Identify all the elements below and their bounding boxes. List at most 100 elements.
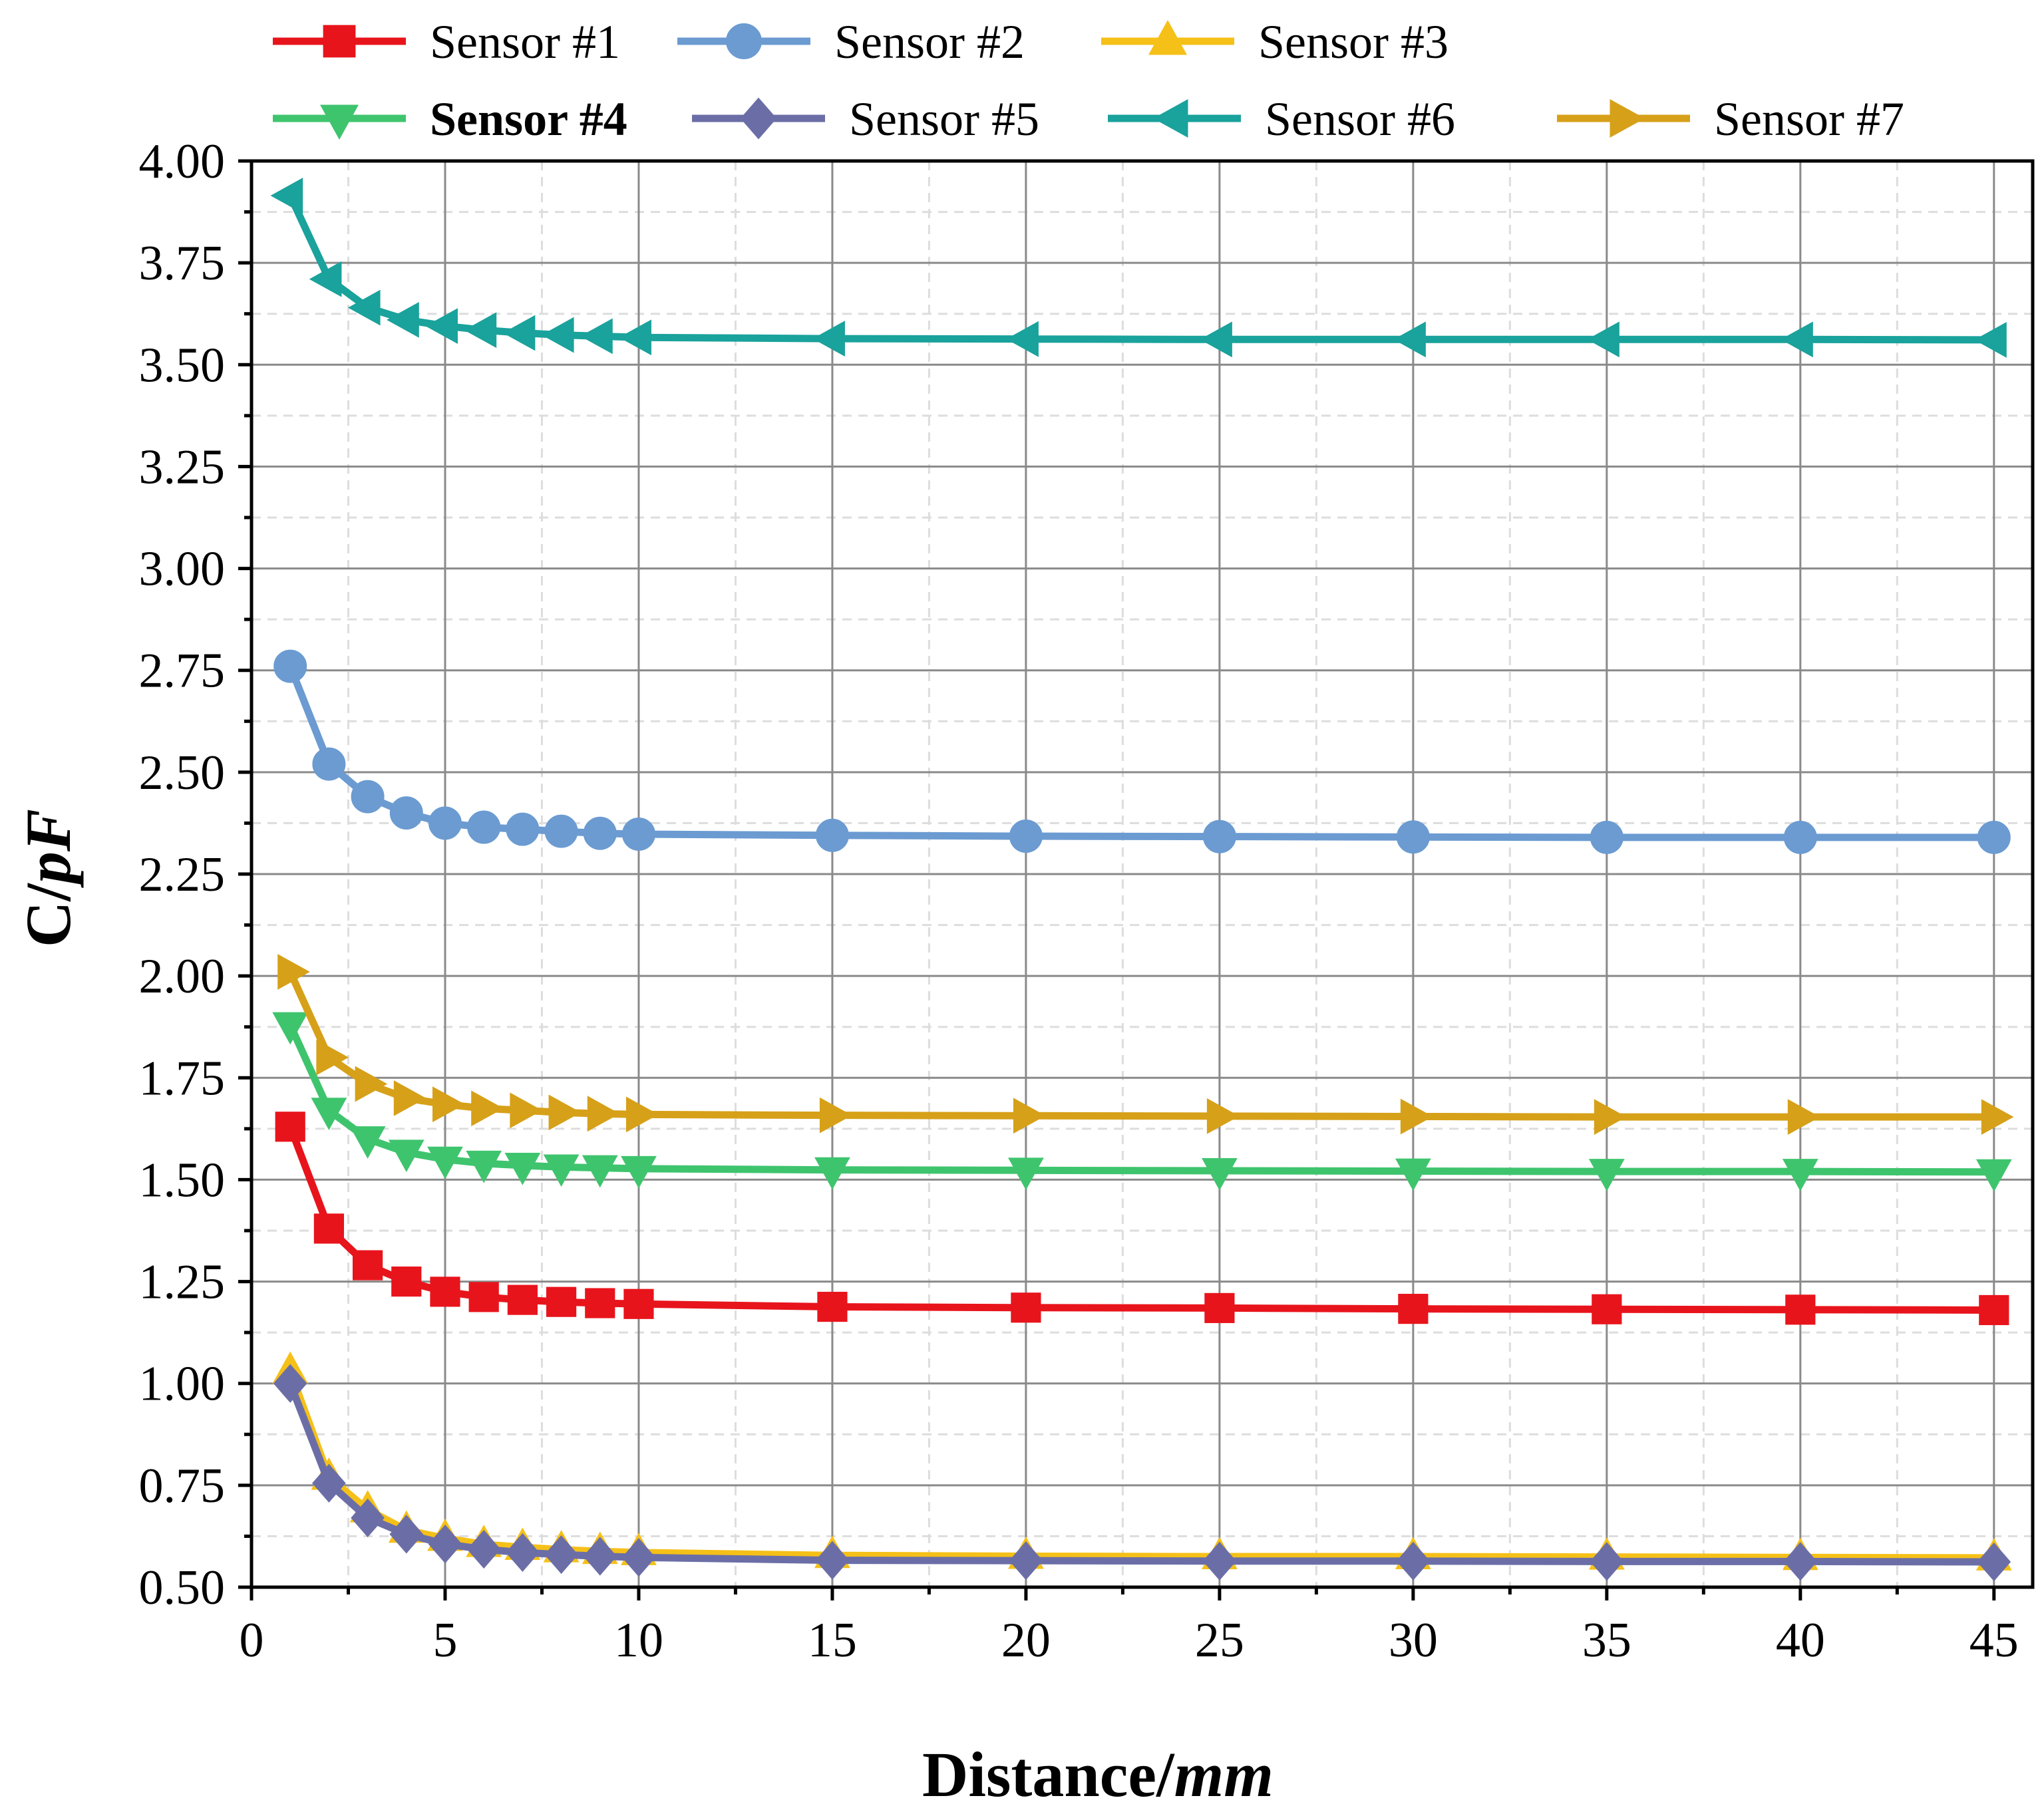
series-sensor-4 [272, 1012, 2012, 1192]
data-point-sensor-2 [389, 796, 423, 830]
data-point-sensor-1 [1979, 1294, 2009, 1326]
tick-marks [238, 159, 1996, 1600]
data-point-sensor-4 [272, 1012, 309, 1045]
legend: Sensor #1 Sensor #2 Sensor #3 Sensor #4 Sens… [273, 15, 1904, 146]
legend-item-sensor-6: Sensor #6 [1108, 92, 1455, 146]
data-point-sensor-7 [1206, 1098, 1240, 1134]
data-point-sensor-6 [1781, 321, 1813, 358]
legend-marker-sensor-2 [726, 23, 762, 59]
data-point-sensor-1 [1398, 1294, 1429, 1324]
data-point-sensor-4 [1008, 1157, 1044, 1191]
data-point-sensor-6 [619, 319, 651, 356]
legend-label: Sensor #4 [430, 92, 627, 146]
y-tick-label: 1.50 [139, 1153, 226, 1207]
data-point-sensor-2 [544, 814, 578, 848]
data-point-sensor-5 [544, 1535, 578, 1575]
x-tick-label: 30 [1389, 1613, 1438, 1668]
x-tick-label: 35 [1582, 1613, 1631, 1668]
y-axis-title: C/pF [13, 809, 84, 947]
data-point-sensor-4 [1201, 1157, 1238, 1191]
data-point-sensor-5 [1009, 1541, 1043, 1581]
data-point-sensor-2 [1009, 820, 1043, 853]
y-tick-label: 2.75 [139, 644, 226, 698]
data-point-sensor-1 [275, 1112, 305, 1142]
data-point-sensor-2 [1202, 820, 1236, 853]
x-tick-label: 0 [240, 1613, 264, 1668]
data-point-sensor-7 [1594, 1099, 1627, 1135]
data-point-sensor-5 [1396, 1541, 1431, 1581]
y-tick-label: 4.00 [139, 134, 226, 189]
data-point-sensor-1 [817, 1291, 848, 1322]
data-point-sensor-4 [1782, 1159, 1818, 1191]
data-point-sensor-6 [1200, 321, 1232, 358]
data-point-sensor-2 [621, 817, 655, 851]
data-point-sensor-7 [1400, 1098, 1433, 1135]
data-point-sensor-6 [580, 318, 613, 355]
x-tick-label: 25 [1195, 1613, 1244, 1668]
data-point-sensor-1 [546, 1286, 577, 1317]
legend-marker-sensor-4 [320, 104, 359, 140]
x-tick-label: 45 [1969, 1613, 2019, 1668]
data-point-sensor-7 [587, 1096, 620, 1132]
data-point-sensor-5 [583, 1537, 617, 1576]
data-point-sensor-5 [1783, 1542, 1818, 1581]
data-point-sensor-4 [582, 1155, 618, 1188]
y-axis-title-text: C/ [13, 883, 84, 947]
data-point-sensor-4 [388, 1139, 425, 1173]
data-point-sensor-4 [1395, 1158, 1431, 1191]
y-tick-label: 3.75 [139, 236, 226, 291]
data-point-sensor-6 [1393, 321, 1426, 358]
data-point-sensor-1 [391, 1266, 422, 1297]
data-point-sensor-5 [389, 1515, 424, 1554]
data-point-sensor-1 [1204, 1292, 1235, 1323]
legend-label: Sensor #1 [430, 15, 620, 69]
x-tick-label: 20 [1001, 1613, 1051, 1668]
data-point-sensor-1 [1592, 1294, 1622, 1324]
legend-item-sensor-4: Sensor #4 [273, 92, 627, 146]
data-point-sensor-6 [502, 315, 536, 351]
x-tick-label: 5 [432, 1613, 457, 1668]
legend-marker-sensor-1 [323, 25, 356, 58]
data-point-sensor-7 [1787, 1099, 1820, 1135]
data-point-sensor-6 [541, 317, 574, 353]
x-tick-label: 40 [1776, 1613, 1825, 1668]
data-point-sensor-2 [506, 812, 540, 846]
data-point-sensor-4 [427, 1146, 463, 1179]
data-point-sensor-5 [1590, 1542, 1624, 1581]
data-point-sensor-2 [351, 780, 385, 814]
data-point-sensor-4 [1588, 1159, 1625, 1191]
data-point-sensor-1 [1785, 1294, 1816, 1325]
y-tick-label: 3.50 [139, 338, 226, 392]
grid-lines [252, 161, 2033, 1587]
data-point-sensor-1 [430, 1277, 460, 1307]
legend-marker-sensor-6 [1153, 99, 1188, 138]
y-tick-label: 0.50 [139, 1561, 226, 1615]
y-tick-label: 3.25 [139, 440, 226, 494]
data-point-sensor-5 [815, 1541, 850, 1580]
data-point-sensor-4 [814, 1157, 850, 1190]
data-point-sensor-4 [1975, 1159, 2012, 1192]
data-point-sensor-1 [468, 1282, 499, 1312]
data-point-sensor-4 [349, 1126, 386, 1159]
legend-marker-sensor-3 [1148, 20, 1187, 55]
data-point-sensor-2 [815, 818, 849, 852]
legend-item-sensor-3: Sensor #3 [1101, 15, 1448, 69]
data-point-sensor-7 [1013, 1098, 1046, 1134]
data-point-sensor-7 [393, 1080, 426, 1116]
data-point-sensor-5 [428, 1524, 462, 1564]
y-tick-label: 2.50 [139, 746, 226, 800]
data-point-sensor-7 [1981, 1099, 2014, 1135]
data-point-sensor-7 [510, 1092, 543, 1129]
data-point-sensor-6 [812, 321, 845, 357]
data-point-sensor-7 [819, 1097, 852, 1134]
data-point-sensor-5 [466, 1529, 501, 1569]
data-point-sensor-1 [507, 1285, 538, 1315]
data-point-sensor-6 [464, 312, 497, 349]
y-tick-labels: 0.50 0.75 1.00 1.25 1.50 1.75 2.00 2.25 2.50 2.75… [139, 134, 226, 1615]
data-point-sensor-7 [471, 1090, 504, 1127]
data-point-sensor-6 [1587, 321, 1619, 358]
series-sensor-2 [273, 649, 2011, 854]
legend-label: Sensor #6 [1265, 92, 1455, 146]
